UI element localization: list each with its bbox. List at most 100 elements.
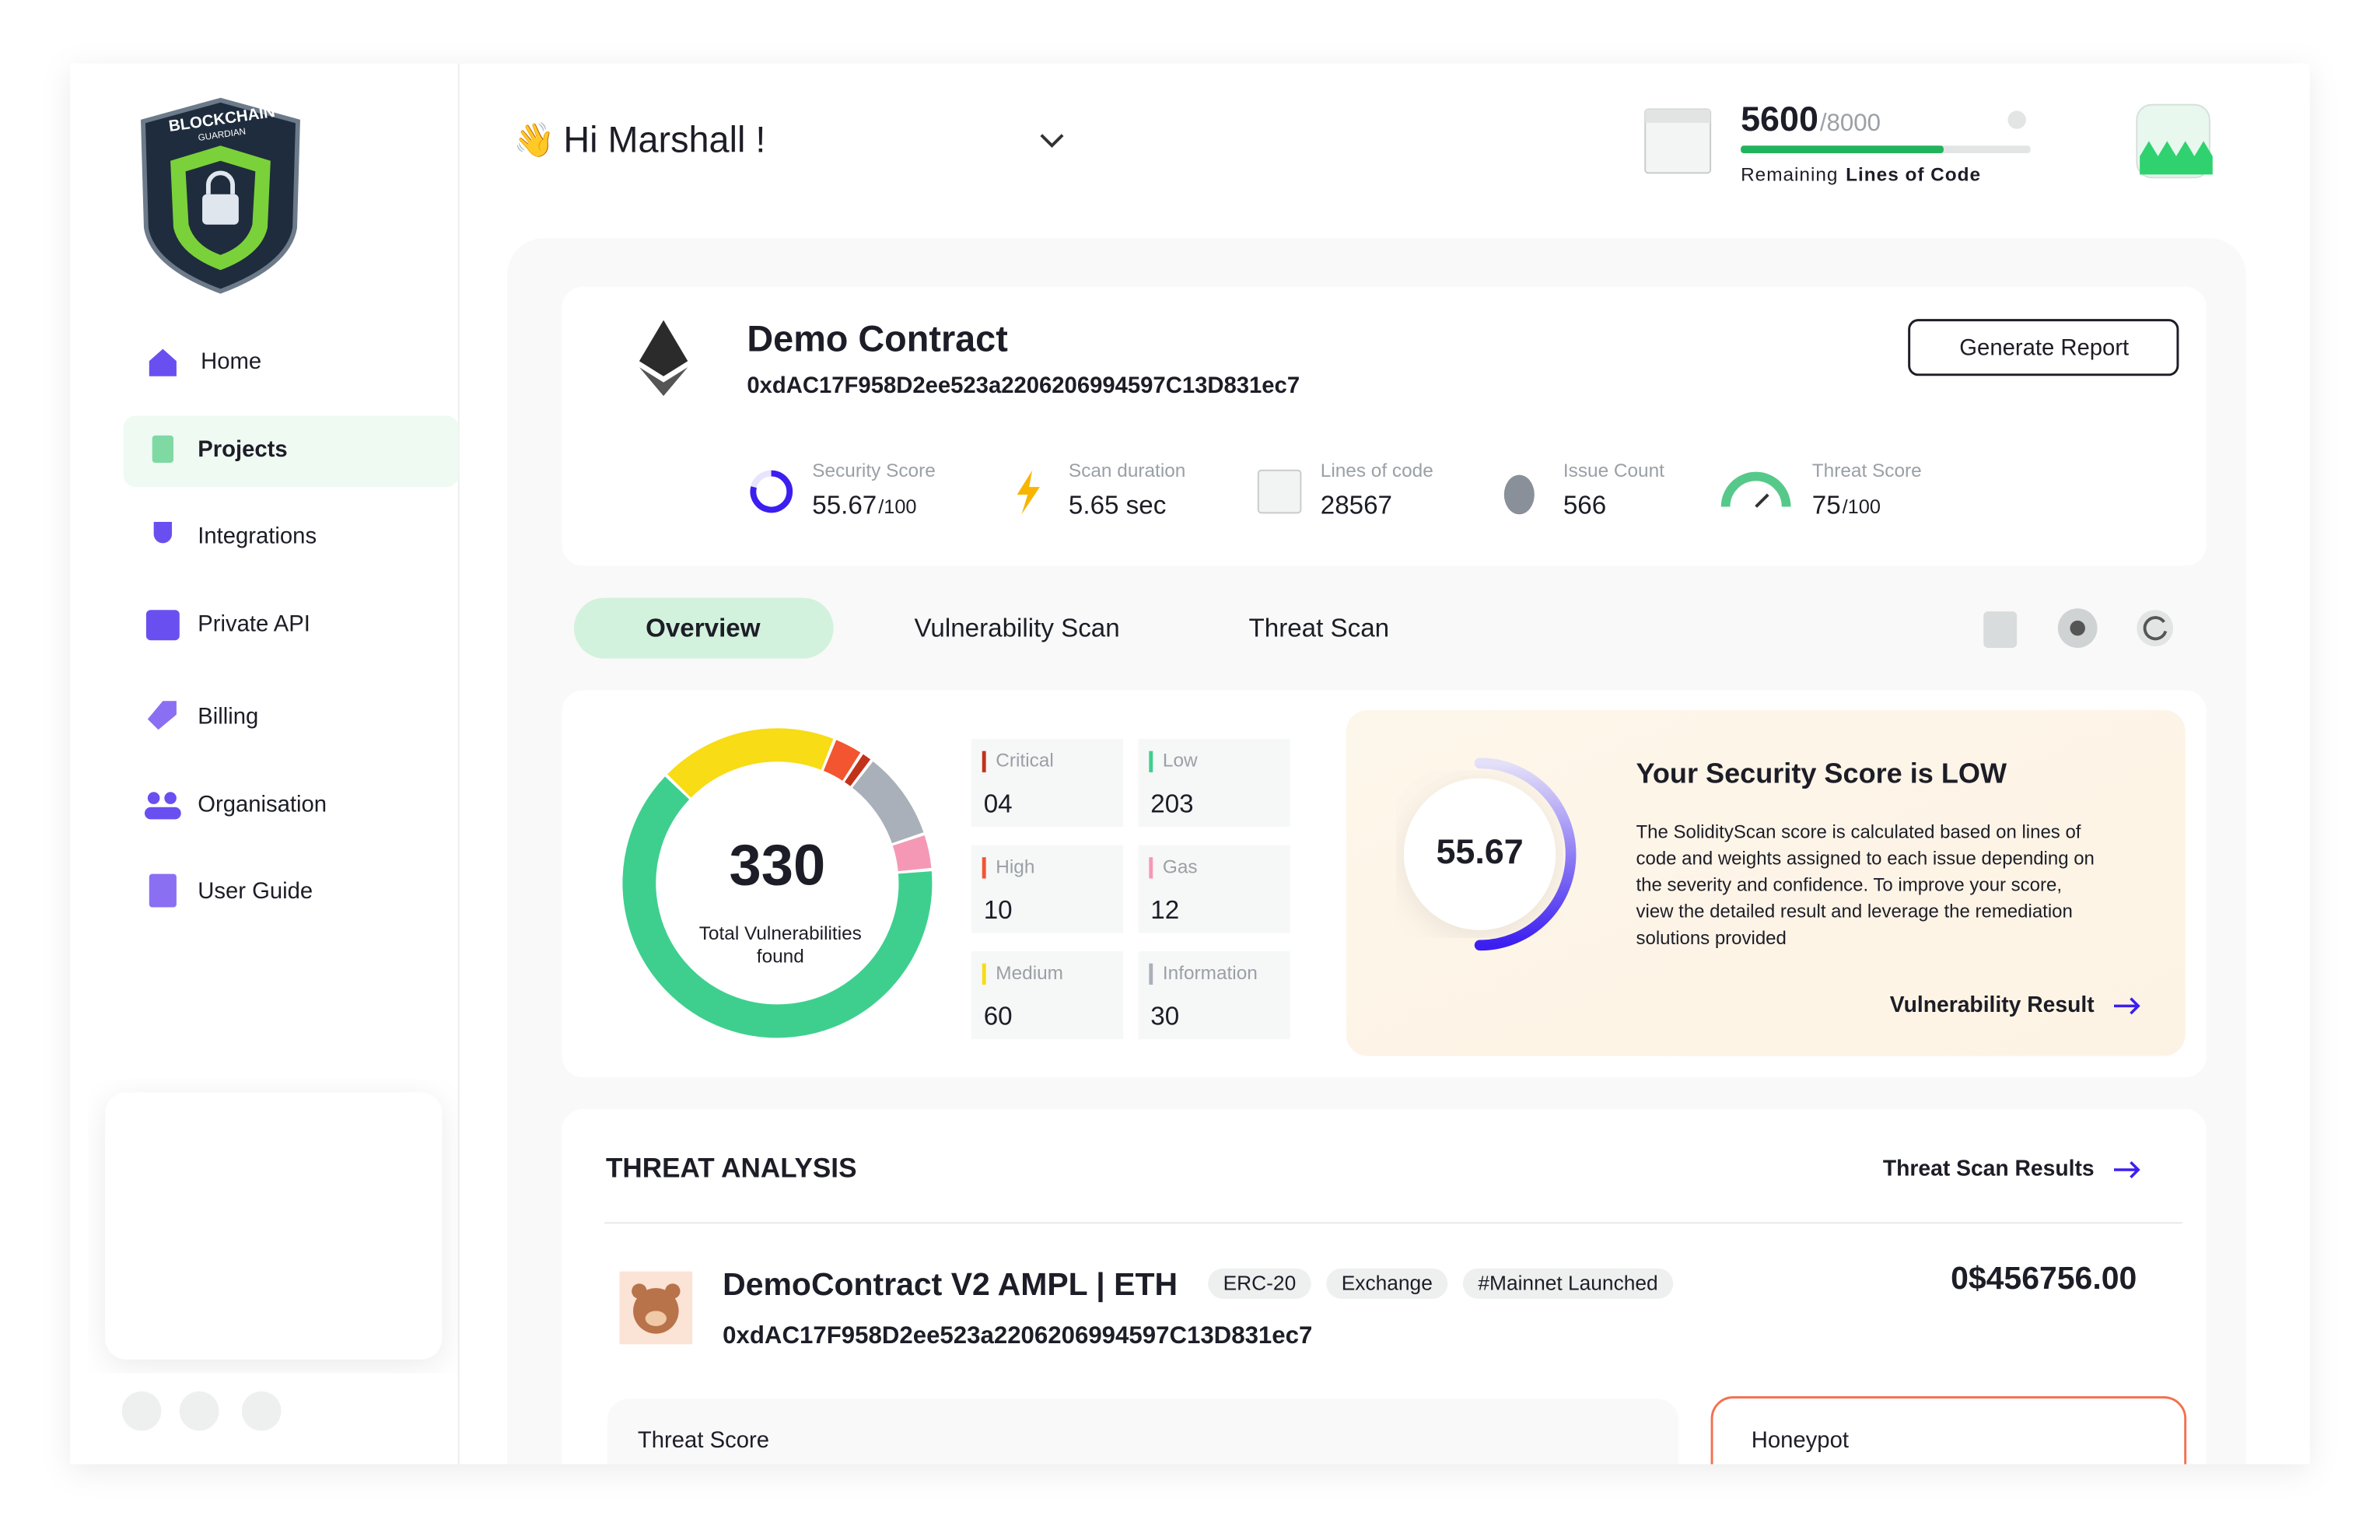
refresh-button[interactable]: [2137, 610, 2174, 647]
legend-name: Low: [1163, 751, 1198, 772]
button-label: Generate Report: [1959, 335, 2129, 360]
legend-box: [971, 845, 1124, 933]
legend-value: 10: [984, 896, 1013, 925]
stat-icon: [1720, 471, 1791, 507]
tag-label: ERC-20: [1223, 1271, 1297, 1294]
quota-used: 5600: [1741, 99, 1818, 138]
tab[interactable]: Vulnerability Scan: [915, 614, 1120, 642]
sidebar-card: [105, 1092, 443, 1360]
stat-label: Security Score: [812, 460, 936, 481]
token-name: DemoContract V2 AMPL | ETH: [723, 1266, 1178, 1302]
nav-item[interactable]: Private API: [198, 611, 310, 636]
quota-bar: [1741, 145, 1944, 154]
score-ring-bg: [1404, 778, 1556, 930]
legend-swatch: [1149, 751, 1153, 772]
greeting: Hi Marshall !: [563, 120, 765, 160]
legend-box: [971, 739, 1124, 828]
dropdown-chevron[interactable]: [1040, 134, 1064, 149]
total-caption: found: [757, 946, 804, 967]
stat-icon: [1755, 493, 1769, 508]
tag: [1326, 1268, 1448, 1299]
legend-box: [1138, 739, 1290, 828]
stat-value: 55.67: [812, 491, 877, 520]
legend-value: 12: [1150, 896, 1179, 925]
avatar[interactable]: [2136, 103, 2213, 179]
stat-icon: [750, 470, 793, 513]
stat-value: 5.65 sec: [1069, 491, 1166, 520]
nav-icons: [144, 348, 181, 908]
score-title: Your Security Score is LOW: [1636, 757, 2007, 789]
contract-address: 0xdAC17F958D2ee523a2206206994597C13D831e…: [747, 373, 1300, 398]
donut-segment: [844, 754, 871, 786]
eth-icon: [639, 320, 688, 397]
legend-value: 203: [1150, 790, 1193, 819]
legend-name: Critical: [996, 751, 1053, 772]
threat-title: THREAT ANALYSIS: [606, 1153, 857, 1183]
remaining-label-bold: Lines of Code: [1846, 165, 1981, 186]
nav-item[interactable]: Organisation: [198, 793, 327, 817]
legend-value: 60: [984, 1003, 1013, 1031]
social-icons: [121, 1391, 282, 1431]
legend-box: [1138, 951, 1290, 1040]
donut-segment: [622, 776, 933, 1038]
legend-name: Information: [1163, 963, 1258, 984]
arrow: [2114, 997, 2140, 1015]
stat-label: Scan duration: [1069, 460, 1185, 481]
threat-score-card: [607, 1398, 1679, 1465]
arrow: [2114, 1161, 2140, 1179]
score-description: solutions provided: [1636, 928, 1787, 949]
legend-name: Gas: [1163, 856, 1198, 877]
quota-total: /8000: [1820, 109, 1881, 136]
total-vulnerabilities: 330: [730, 832, 826, 897]
score-value: 55.67: [1436, 831, 1523, 871]
tab-active: [574, 597, 834, 659]
info-dot: [2007, 110, 2026, 129]
donut-segment: [892, 835, 932, 872]
legend-swatch: [982, 751, 986, 772]
card-label: Threat Score: [638, 1428, 769, 1453]
stat-value: 28567: [1321, 491, 1392, 520]
score-description: code and weights assigned to each issue …: [1636, 848, 2095, 869]
nav-item[interactable]: Billing: [198, 704, 258, 729]
clipboard-button[interactable]: [1983, 611, 2018, 648]
total-caption: Total Vulnerabilities: [699, 923, 862, 944]
nav-item[interactable]: Home: [201, 349, 261, 374]
vulnerability-link[interactable]: Vulnerability Result: [1890, 992, 2095, 1017]
tab[interactable]: Threat Scan: [1249, 614, 1390, 642]
stat-label: Threat Score: [1812, 460, 1922, 481]
tag-label: #Mainnet Launched: [1478, 1271, 1657, 1294]
stat-label: Issue Count: [1563, 460, 1664, 481]
generate-report-button[interactable]: [1908, 319, 2179, 376]
legend-box: [971, 951, 1124, 1040]
legend-swatch: [1149, 857, 1153, 879]
nav-item[interactable]: User Guide: [198, 879, 313, 904]
legend-swatch: [982, 963, 986, 985]
donut-segment: [852, 761, 924, 844]
nav-item[interactable]: Projects: [198, 437, 287, 462]
nav-item[interactable]: Integrations: [198, 523, 317, 548]
threat-link[interactable]: Threat Scan Results: [1883, 1155, 2095, 1180]
legend-swatch: [1149, 963, 1153, 985]
tag: [1462, 1268, 1674, 1299]
tab[interactable]: Overview: [646, 614, 761, 642]
stat-value: 566: [1563, 491, 1606, 520]
legend-value: 30: [1150, 1003, 1179, 1031]
stat-suffix: /100: [878, 496, 916, 518]
honeypot-card: [1710, 1396, 2187, 1465]
tag-label: Exchange: [1342, 1271, 1433, 1294]
nav-active-bg: [123, 415, 459, 488]
contract-name: Demo Contract: [747, 318, 1008, 359]
legend-swatch: [982, 857, 986, 879]
legend-value: 04: [984, 790, 1013, 819]
tag: [1208, 1268, 1311, 1299]
bear-icon: [619, 1271, 693, 1345]
remaining-label: Remaining: [1741, 165, 1838, 186]
donut-segment: [823, 740, 861, 781]
score-description: view the detailed result and leverage th…: [1636, 901, 2073, 922]
legend-name: High: [996, 856, 1034, 877]
score-description: The SolidityScan score is calculated bas…: [1636, 821, 2081, 842]
stat-label: Lines of code: [1321, 460, 1433, 481]
contract-card: [562, 286, 2207, 566]
wave-emoji: 👋: [513, 122, 555, 160]
